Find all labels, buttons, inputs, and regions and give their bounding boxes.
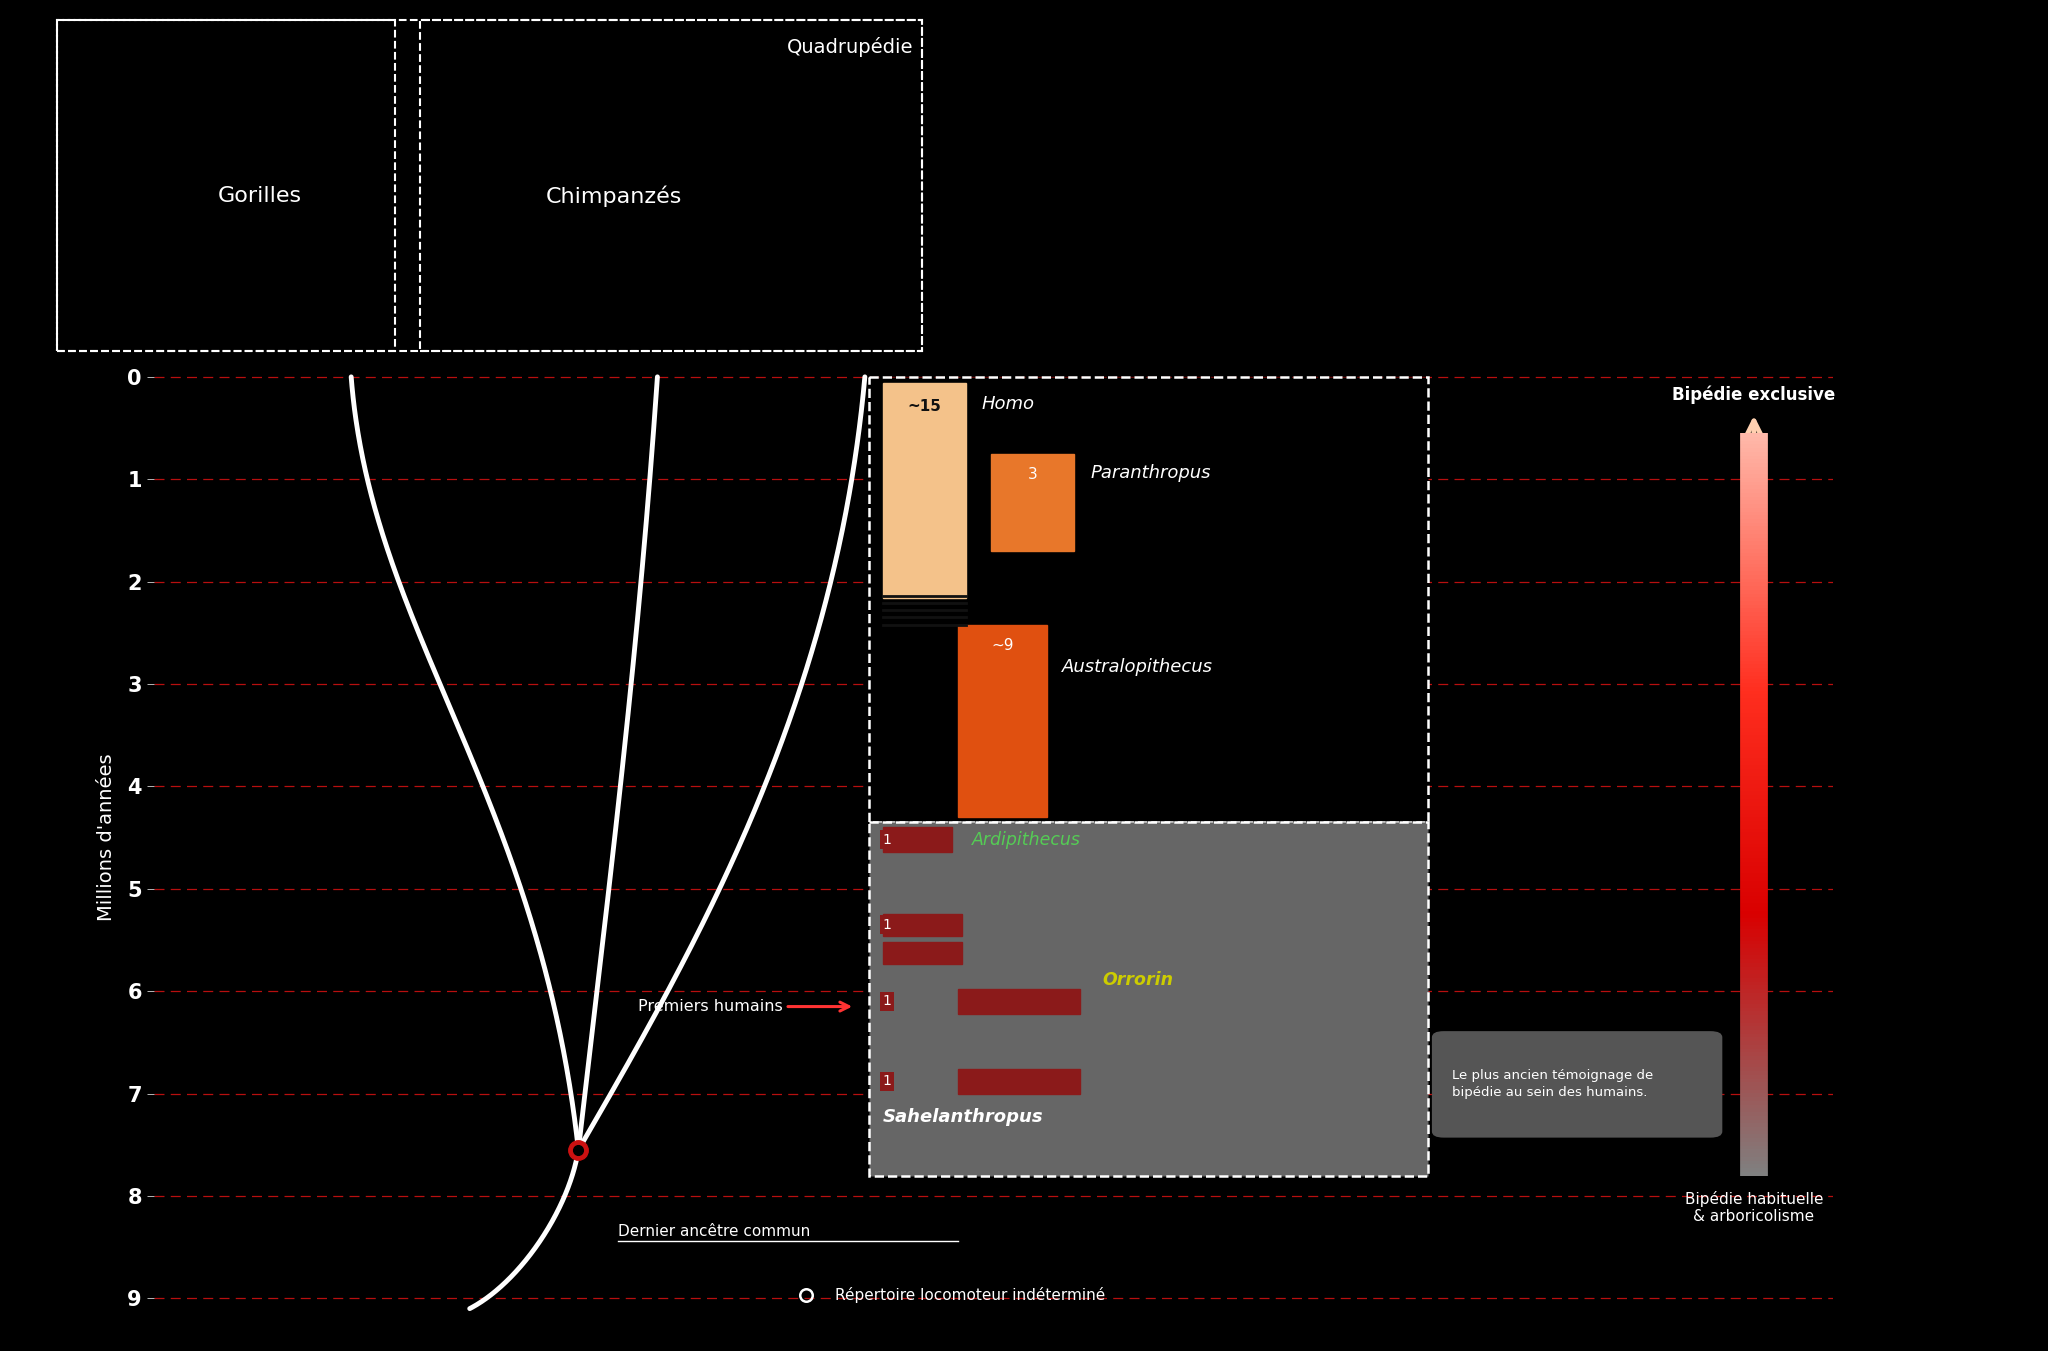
Text: ~9: ~9 xyxy=(991,638,1014,653)
Text: Ardipithecus: Ardipithecus xyxy=(971,831,1081,848)
Text: Bipédie habituelle
& arboricolisme: Bipédie habituelle & arboricolisme xyxy=(1686,1190,1823,1224)
Text: Chimpanzés: Chimpanzés xyxy=(547,185,682,207)
Text: 1: 1 xyxy=(883,832,891,847)
Bar xyxy=(868,377,1427,823)
Text: 1: 1 xyxy=(883,1074,891,1089)
Bar xyxy=(868,823,1427,1175)
Text: Gorilles: Gorilles xyxy=(217,186,303,205)
Text: 1: 1 xyxy=(883,994,891,1008)
Text: 1: 1 xyxy=(883,917,891,932)
FancyBboxPatch shape xyxy=(1432,1031,1722,1138)
Text: Répertoire locomoteur indéterminé: Répertoire locomoteur indéterminé xyxy=(836,1288,1106,1304)
Text: Sahelanthropus: Sahelanthropus xyxy=(883,1108,1042,1127)
Bar xyxy=(883,827,952,852)
Bar xyxy=(883,382,965,598)
Text: Orrorin: Orrorin xyxy=(1102,971,1174,989)
Bar xyxy=(883,915,963,936)
Bar xyxy=(958,989,1079,1013)
Text: Premiers humains: Premiers humains xyxy=(637,1000,848,1015)
Y-axis label: Millions d'années: Millions d'années xyxy=(96,754,117,921)
Bar xyxy=(883,942,963,963)
Text: Paranthropus: Paranthropus xyxy=(1090,463,1210,482)
Text: ~15: ~15 xyxy=(907,400,942,415)
Bar xyxy=(991,454,1075,551)
Text: Quadrupédie: Quadrupédie xyxy=(786,38,913,57)
Bar xyxy=(958,1069,1079,1093)
Text: Le plus ancien témoignage de
bipédie au sein des humains.: Le plus ancien témoignage de bipédie au … xyxy=(1452,1070,1653,1100)
Text: 3: 3 xyxy=(1028,467,1038,482)
Bar xyxy=(958,624,1047,817)
Text: Australopithecus: Australopithecus xyxy=(1063,658,1212,677)
Text: Bipédie exclusive: Bipédie exclusive xyxy=(1673,385,1835,404)
Text: Homo: Homo xyxy=(981,396,1034,413)
Text: Dernier ancêtre commun: Dernier ancêtre commun xyxy=(618,1224,811,1239)
